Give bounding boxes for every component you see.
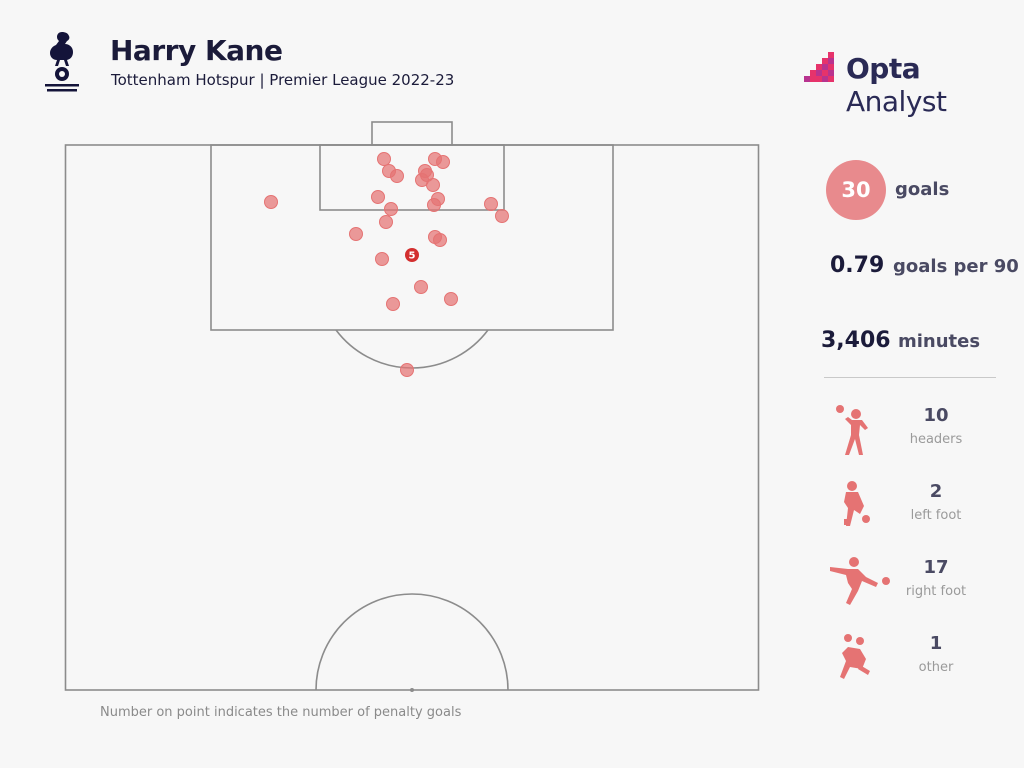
minutes-value: 3,406: [821, 328, 891, 353]
pitch-outline: [64, 144, 760, 691]
goals-per-90-label: goals per 90: [893, 256, 1019, 277]
tottenham-crest-logo: [45, 32, 79, 92]
header-player-icon: [836, 405, 868, 455]
player-name: Harry Kane: [110, 34, 283, 67]
goal-type-left-foot: 2 left foot: [820, 481, 1010, 541]
other-count: 1: [929, 633, 943, 654]
goal-point: [495, 209, 509, 223]
goal-point: [427, 198, 441, 212]
goal-point: [390, 169, 404, 183]
right-foot-player-icon: [830, 557, 890, 605]
six-yard-box: [319, 144, 505, 211]
penalty-goal-point: [405, 248, 419, 262]
other-label: other: [918, 660, 954, 675]
goal-point: [484, 197, 498, 211]
opta-analyst-logo: [804, 52, 834, 82]
centre-spot: [410, 688, 414, 692]
goal-point: [436, 155, 450, 169]
penalty-area: [210, 144, 614, 331]
goal-point: [384, 202, 398, 216]
stats-divider: [824, 377, 996, 378]
goals-label: goals: [895, 179, 950, 200]
left-foot-label: left foot: [910, 508, 962, 523]
goal-point: [349, 227, 363, 241]
left-foot-count: 2: [929, 481, 943, 502]
goal-type-other: 1 other: [820, 633, 1010, 693]
goal-point: [379, 215, 393, 229]
headers-count: 10: [923, 405, 949, 426]
other-player-icon: [840, 634, 870, 679]
goal-type-right-foot: 17 right foot: [820, 557, 1010, 617]
goal-type-headers: 10 headers: [820, 405, 1010, 465]
goal-point: [426, 178, 440, 192]
brand-wordmark: Opta Analyst: [846, 52, 947, 118]
footnote: Number on point indicates the number of …: [100, 705, 462, 720]
goal-point: [377, 152, 391, 166]
penalty-arc: [335, 329, 489, 369]
centre-circle: [315, 593, 509, 691]
goals-total-badge: 30: [826, 160, 886, 220]
left-foot-player-icon: [844, 481, 870, 526]
goal-point: [264, 195, 278, 209]
goal-point: [414, 280, 428, 294]
goal-point: [433, 233, 447, 247]
penalty-goal-count: 5: [409, 251, 416, 262]
goals-per-90-value: 0.79: [830, 253, 885, 278]
right-foot-count: 17: [923, 557, 949, 578]
minutes-label: minutes: [898, 331, 981, 352]
goal-point: [400, 363, 414, 377]
goal-point: [386, 297, 400, 311]
goal-frame: [371, 121, 453, 146]
goal-point: [371, 190, 385, 204]
headers-label: headers: [909, 432, 963, 447]
goal-point: [444, 292, 458, 306]
right-foot-label: right foot: [905, 584, 967, 599]
player-subtitle: Tottenham Hotspur | Premier League 2022-…: [111, 71, 455, 89]
goal-point: [375, 252, 389, 266]
